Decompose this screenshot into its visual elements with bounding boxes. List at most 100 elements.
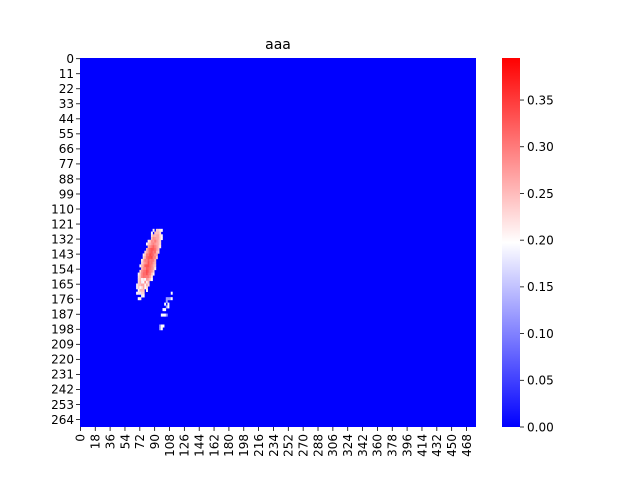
heatmap-cell [147,278,150,282]
heatmap-cell [147,253,150,257]
x-tick-label: 468 [460,434,474,457]
heatmap-cell [159,245,162,249]
heatmap-cell [169,297,172,301]
heatmap-cell [157,242,160,246]
x-tick-label: 216 [252,434,266,457]
heatmap-cell [164,308,167,312]
heatmap-cell [152,237,155,241]
x-tick-label: 126 [178,434,192,457]
heatmap-cell [155,256,158,260]
heatmap-cell [149,239,152,243]
heatmap-cell [139,269,142,273]
heatmap-cell [147,239,150,243]
heatmap-cell [157,245,160,249]
heatmap-cell [149,267,152,271]
heatmap-cell [170,291,173,295]
y-tick-label: 165 [51,277,74,291]
heatmap-cell [159,324,162,328]
heatmap-cell [142,280,145,284]
heatmap-cell [146,269,148,273]
heatmap-cell [147,280,150,284]
heatmap-cell [159,237,162,241]
heatmap-cell [149,264,152,268]
heatmap-cell [142,261,145,265]
heatmap-cell [144,258,147,262]
heatmap-cell [137,278,140,282]
heatmap-cell [155,253,158,257]
heatmap-cell [152,247,155,251]
x-tick-label: 36 [103,434,117,449]
heatmap-cell [139,283,142,287]
heatmap-cell [150,231,153,235]
heatmap-cell [146,288,148,292]
heatmap-cell [144,278,147,282]
heatmap-cell [159,327,162,331]
heatmap-cell [157,247,160,251]
heatmap-cell [154,239,157,243]
heatmap-cell [152,269,155,273]
colorbar-tick-label: 0.20 [527,233,554,247]
y-tick-label: 132 [51,232,74,246]
x-tick-label: 234 [267,434,281,457]
heatmap-cell [147,256,150,260]
heatmap-cell [165,299,168,303]
heatmap-cell [150,247,153,251]
heatmap-cell [139,286,142,290]
heatmap-cell [157,228,160,232]
heatmap-cell [150,234,153,238]
heatmap-cell [160,327,163,331]
heatmap-cell [154,231,157,235]
y-tick-label: 22 [59,82,74,96]
heatmap-cell [139,272,142,276]
y-tick-label: 55 [59,127,74,141]
heatmap-cell [152,228,155,232]
colorbar-gradient [502,58,520,427]
heatmap-cell [142,253,145,257]
heatmap-cell [149,272,152,276]
heatmap-cell [142,269,145,273]
heatmap-cell [154,261,157,265]
heatmap-cell [154,258,157,262]
heatmap-cell [152,250,155,254]
heatmap-cell [147,250,150,254]
heatmap-cell [144,286,147,290]
heatmap-cell [136,283,139,287]
heatmap-cell [154,234,157,238]
heatmap-cell [144,261,147,265]
heatmap-cell [142,264,145,268]
x-tick-label: 18 [89,434,103,449]
heatmap-cell [146,242,148,246]
heatmap-cell [149,258,152,262]
heatmap-cell [150,239,153,243]
heatmap-cell [159,231,162,235]
heatmap-cell [141,280,143,284]
heatmap-cell [141,291,143,295]
heatmap-cell [139,275,142,279]
heatmap-cell [142,278,145,282]
y-tick-label: 99 [59,187,74,201]
heatmap-cell [155,234,158,238]
heatmap-background [80,58,476,427]
heatmap-cell [150,258,153,262]
heatmap-cell [165,297,168,301]
heatmap-cell [155,242,158,246]
heatmap-cell [142,258,145,262]
heatmap-cell [146,275,148,279]
y-tick-label: 231 [51,368,74,382]
y-tick-label: 264 [51,413,74,427]
heatmap-cell [141,278,143,282]
heatmap-cell [147,275,150,279]
heatmap-cell [152,272,155,276]
x-tick-label: 252 [282,434,296,457]
heatmap-cell [142,267,145,271]
heatmap-cell [144,275,147,279]
heatmap-cell [141,294,143,298]
heatmap-cell [141,288,143,292]
heatmap-cell [146,264,148,268]
heatmap-cell [167,302,170,306]
heatmap-cell [141,283,143,287]
heatmap-cell [149,261,152,265]
x-tick-label: 306 [326,434,340,457]
heatmap-cell [150,264,153,268]
